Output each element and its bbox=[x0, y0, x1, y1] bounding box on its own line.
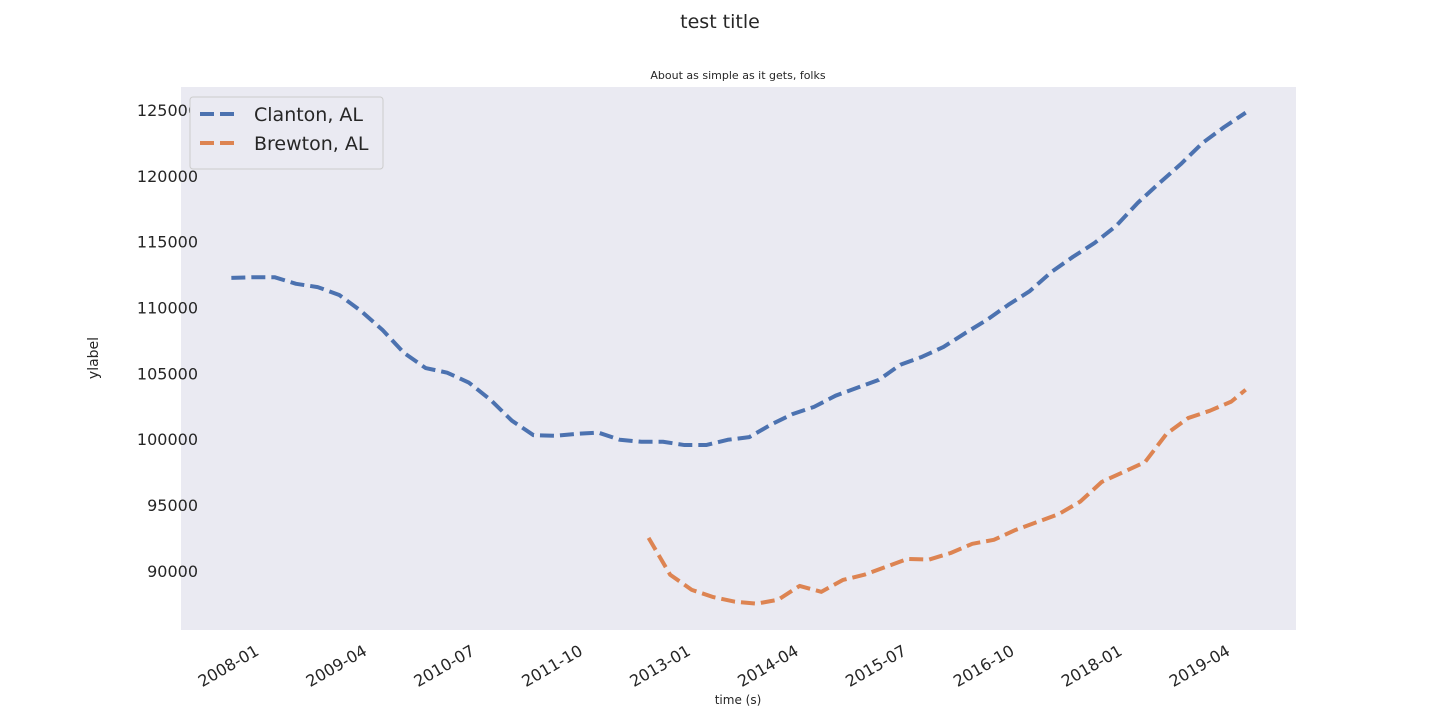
y-tick-label: 105000 bbox=[137, 364, 198, 383]
x-tick-label: 2009-04 bbox=[303, 641, 370, 691]
y-tick-label: 90000 bbox=[147, 562, 198, 581]
x-tick-label: 2011-10 bbox=[518, 641, 585, 691]
x-tick-label: 2008-01 bbox=[195, 641, 262, 691]
x-tick-label: 2013-01 bbox=[626, 641, 693, 691]
x-tick-label: 2018-01 bbox=[1058, 641, 1125, 691]
x-tick-label: 2014-04 bbox=[734, 641, 801, 691]
chart-title: test title bbox=[680, 11, 760, 33]
legend-label: Clanton, AL bbox=[254, 104, 363, 126]
y-tick-label: 95000 bbox=[147, 496, 198, 515]
y-axis-label: ylabel bbox=[86, 337, 102, 379]
x-axis-label: time (s) bbox=[715, 693, 762, 707]
chart-subtitle: About as simple as it gets, folks bbox=[650, 69, 825, 82]
y-tick-label: 125000 bbox=[137, 101, 198, 120]
legend-box bbox=[189, 96, 384, 170]
y-tick-label: 120000 bbox=[137, 167, 198, 186]
plot-area bbox=[181, 87, 1296, 630]
line-series bbox=[646, 388, 1247, 606]
line-series bbox=[231, 111, 1247, 448]
y-tick-label: 110000 bbox=[137, 298, 198, 317]
x-tick-label: 2015-07 bbox=[842, 641, 909, 691]
x-tick-label: 2019-04 bbox=[1166, 641, 1233, 691]
legend-label: Brewton, AL bbox=[254, 133, 369, 155]
y-tick-label: 100000 bbox=[137, 430, 198, 449]
y-tick-label: 115000 bbox=[137, 233, 198, 252]
x-tick-label: 2016-10 bbox=[950, 641, 1017, 691]
x-tick-label: 2010-07 bbox=[411, 641, 478, 691]
